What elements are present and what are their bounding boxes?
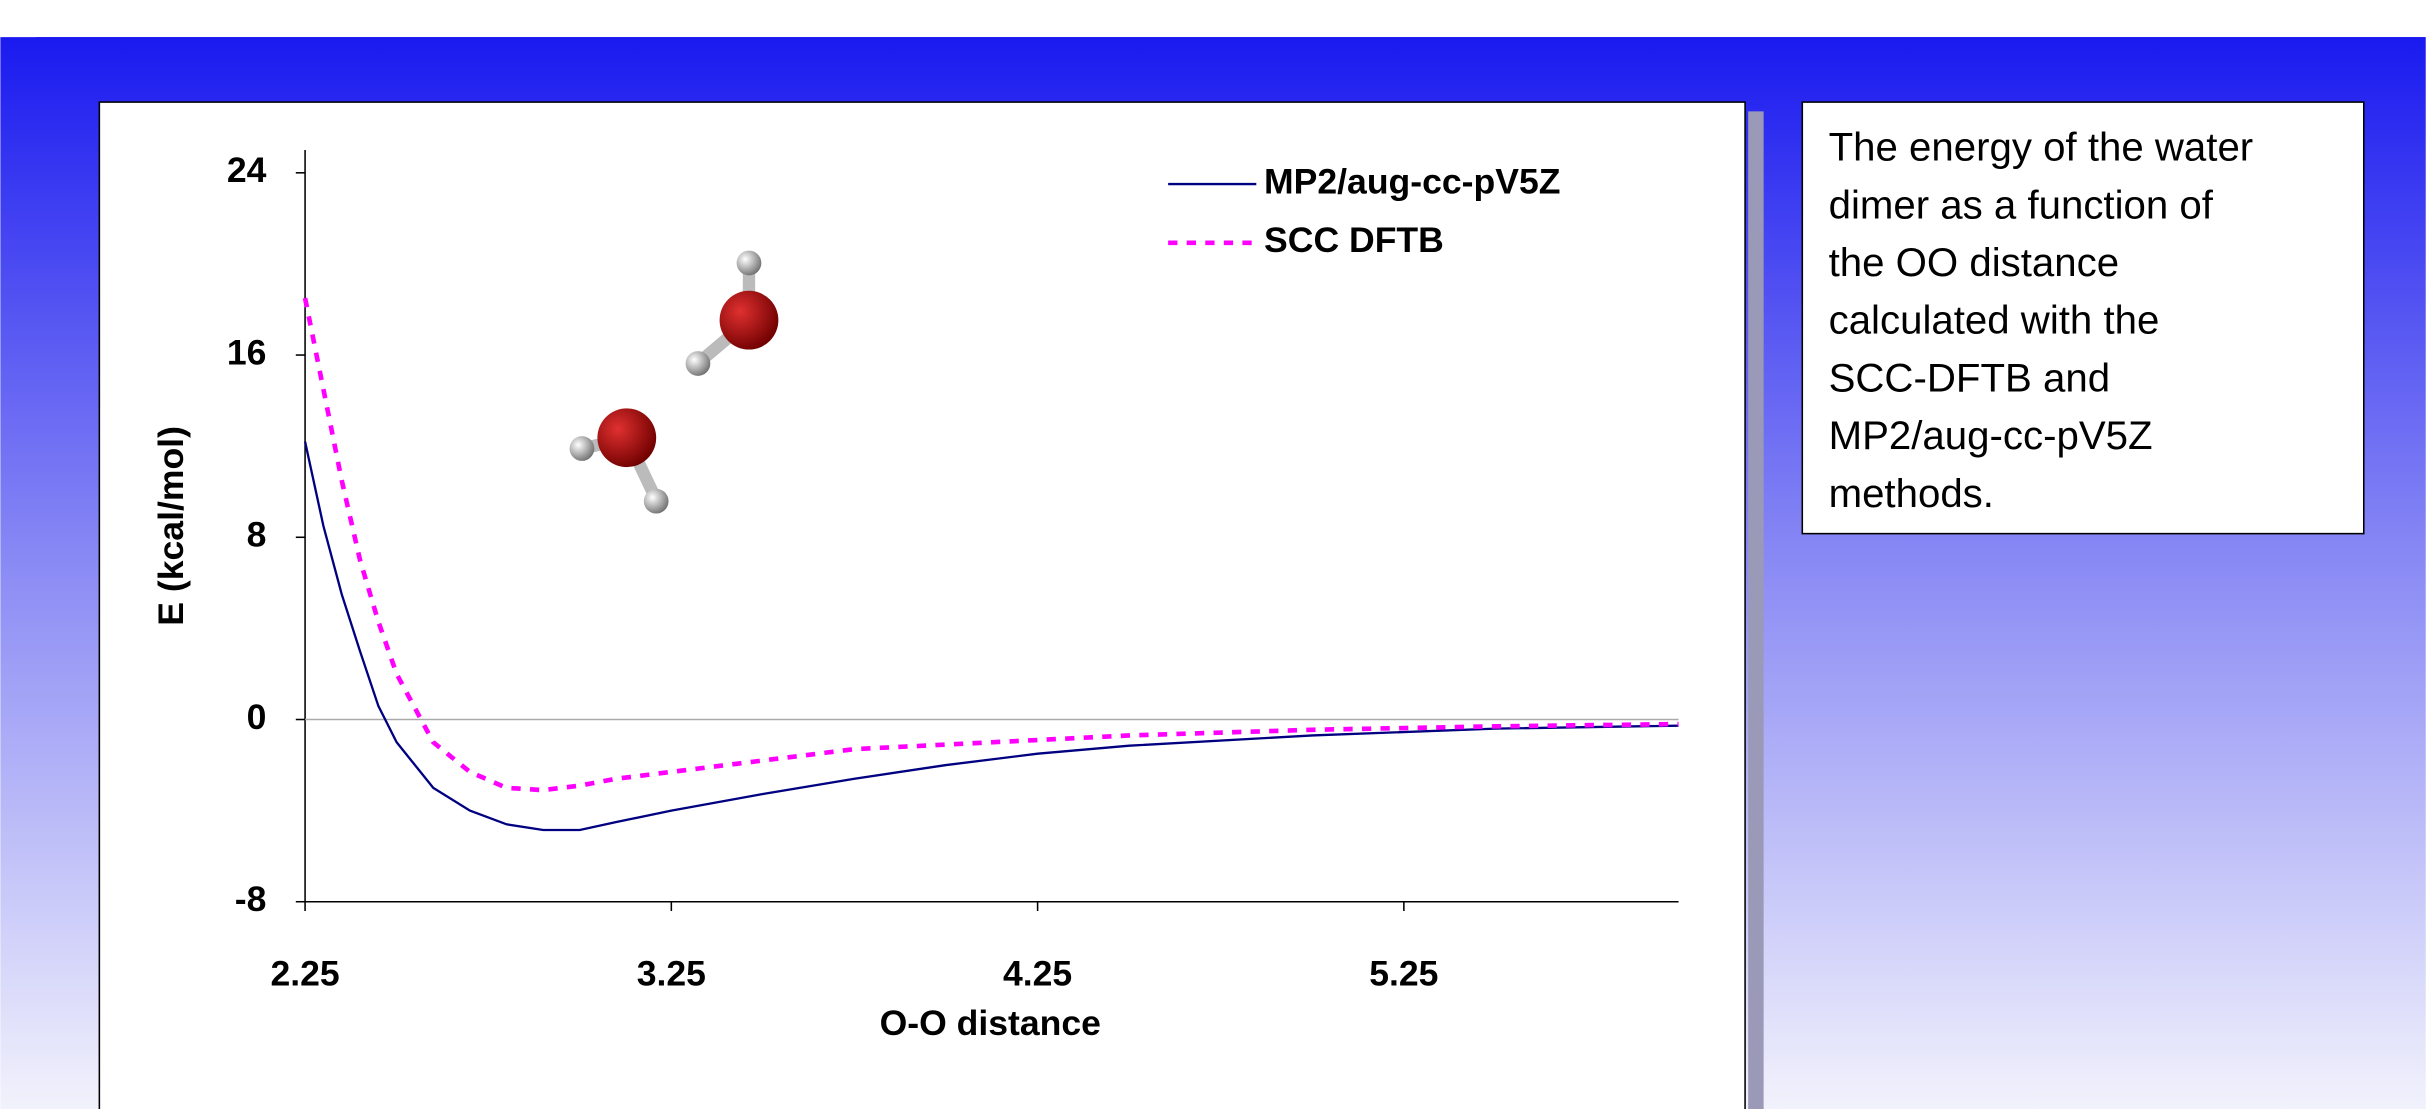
y-axis-label: E (kcal/mol) [151, 426, 191, 626]
caption-line: The energy of the water [1829, 125, 2254, 170]
caption-line: methods. [1829, 471, 1994, 516]
y-tick-label: 0 [247, 697, 267, 737]
y-tick-label: 24 [227, 150, 267, 190]
caption-line: the OO distance [1829, 240, 2120, 285]
y-tick-label: 16 [227, 332, 267, 372]
legend-label: MP2/aug-cc-pV5Z [1264, 161, 1560, 201]
page: The energy of the water dimer as a functi… [0, 0, 2426, 1109]
y-tick-label: -8 [235, 879, 267, 919]
caption-line: SCC-DFTB and [1829, 355, 2110, 400]
y-tick-label: 8 [247, 515, 267, 555]
top-band [0, 0, 2425, 37]
shadow [1748, 111, 1763, 1109]
x-tick-label: 3.25 [637, 953, 706, 993]
x-tick-label: 2.25 [270, 953, 339, 993]
x-axis-label: O-O distance [880, 1003, 1101, 1043]
caption-line: calculated with the [1829, 298, 2160, 343]
slide: The energy of the water dimer as a functi… [0, 0, 2426, 1109]
caption-line: dimer as a function of [1829, 182, 2214, 227]
caption-line: MP2/aug-cc-pV5Z [1829, 413, 2153, 458]
legend-label: SCC DFTB [1264, 220, 1444, 260]
x-tick-label: 4.25 [1003, 953, 1072, 993]
x-tick-label: 5.25 [1369, 953, 1438, 993]
